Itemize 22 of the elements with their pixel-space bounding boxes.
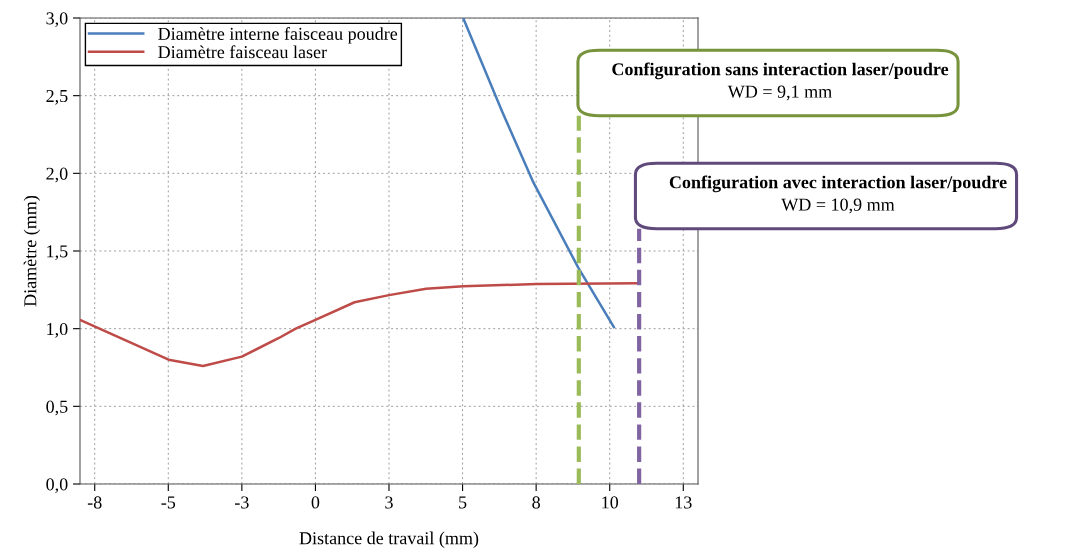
x-tick-label: 0 bbox=[311, 496, 320, 509]
y-tick-label: 0,0 bbox=[46, 478, 68, 494]
x-tick-label: -8 bbox=[87, 496, 102, 509]
annotation: Configuration avec interaction laser/poudre WD = 10,9 mm bbox=[669, 175, 1007, 214]
y-tick-label: 2,5 bbox=[46, 89, 68, 105]
legend-label: Diamètre faisceau laser bbox=[158, 45, 327, 59]
x-tick-label: -5 bbox=[161, 496, 176, 509]
y-tick-label: 1,5 bbox=[47, 245, 68, 261]
y-tick-label: 2,0 bbox=[46, 167, 68, 183]
x-axis-title: Distance de travail (mm) bbox=[299, 531, 479, 548]
y-tick-label: 1,0 bbox=[47, 322, 68, 338]
x-tick-label: 13 bbox=[675, 496, 692, 509]
x-tick-label: 3 bbox=[385, 496, 393, 509]
x-tick-label: -3 bbox=[235, 496, 249, 509]
x-tick-label: 8 bbox=[532, 496, 540, 509]
y-axis-title: Diamètre (mm) bbox=[23, 195, 41, 307]
annotation: Configuration sans interaction laser/poudre WD = 9,1 mm bbox=[612, 62, 949, 101]
x-tick-label: 10 bbox=[602, 496, 619, 509]
x-tick-label: 5 bbox=[459, 496, 467, 509]
y-tick-label: 3,0 bbox=[46, 12, 68, 28]
legend-label: Diamètre interne faisceau poudre bbox=[158, 27, 398, 44]
y-tick-label: 0,5 bbox=[46, 400, 68, 416]
